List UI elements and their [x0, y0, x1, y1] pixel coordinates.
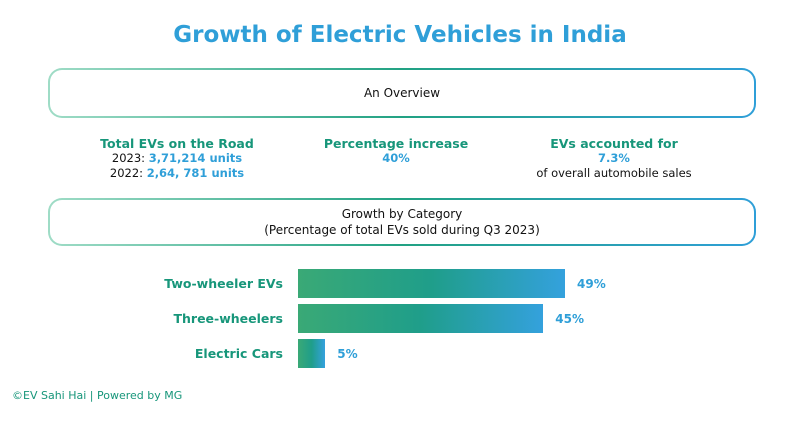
bar-label: Two-wheeler EVs: [164, 276, 283, 291]
category-subtitle: (Percentage of total EVs sold during Q3 …: [264, 223, 540, 237]
stat-total-evs: Total EVs on the Road 2023: 3,71,214 uni…: [57, 136, 297, 181]
stat-note: of overall automobile sales: [536, 166, 692, 180]
stat-heading: Percentage increase: [323, 136, 469, 151]
bar: [298, 304, 544, 333]
stat-value: 40%: [382, 151, 410, 165]
bar: [298, 269, 566, 298]
bar-label: Three-wheelers: [173, 311, 283, 326]
stat-value: 7.3%: [598, 151, 630, 165]
bar-value-label: 49%: [577, 277, 606, 291]
page-title: Growth of Electric Vehicles in India: [173, 22, 627, 48]
value-2023: 3,71,214 units: [148, 151, 243, 165]
stat-percentage-increase: Percentage increase 40%: [276, 136, 516, 166]
bar: [298, 339, 326, 368]
category-box: Growth by Category (Percentage of total …: [48, 198, 756, 246]
bar-label: Electric Cars: [194, 346, 283, 361]
stat-ev-share: EVs accounted for 7.3% of overall automo…: [494, 136, 734, 181]
overview-label: An Overview: [363, 86, 441, 100]
year-label: 2022:: [109, 166, 144, 180]
year-label: 2023:: [111, 151, 146, 165]
overview-box: An Overview: [48, 68, 756, 118]
category-title: Growth by Category: [341, 207, 463, 221]
value-2022: 2,64, 781 units: [146, 166, 245, 180]
stat-heading: EVs accounted for: [550, 136, 678, 151]
bar-value-label: 5%: [337, 347, 358, 361]
bar-value-label: 45%: [555, 312, 584, 326]
stat-heading: Total EVs on the Road: [100, 136, 254, 151]
footer-credit: ©EV Sahi Hai | Powered by MG: [12, 389, 183, 402]
